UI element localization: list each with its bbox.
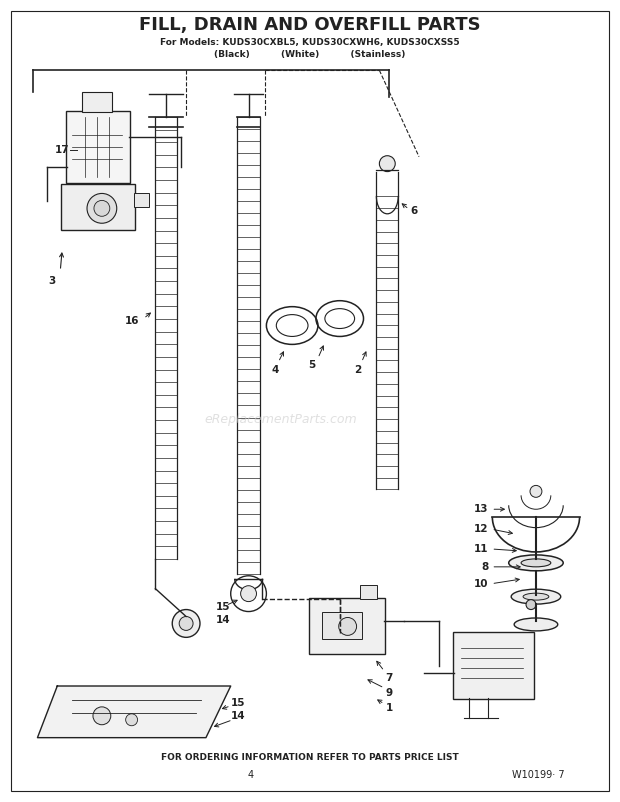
Text: 14: 14	[231, 711, 246, 721]
Circle shape	[179, 617, 193, 630]
Text: 4: 4	[272, 365, 279, 375]
Text: 3: 3	[49, 276, 56, 286]
Text: 6: 6	[410, 206, 418, 217]
FancyBboxPatch shape	[61, 184, 135, 230]
Circle shape	[526, 600, 536, 610]
Text: FILL, DRAIN AND OVERFILL PARTS: FILL, DRAIN AND OVERFILL PARTS	[139, 15, 481, 34]
Text: 17: 17	[55, 144, 69, 155]
Ellipse shape	[511, 589, 560, 604]
Circle shape	[379, 156, 395, 172]
Text: W10199· 7: W10199· 7	[512, 771, 564, 780]
Text: 12: 12	[474, 524, 489, 534]
Bar	[360, 585, 378, 598]
Text: 15: 15	[231, 698, 246, 708]
FancyBboxPatch shape	[66, 111, 130, 183]
Circle shape	[172, 610, 200, 638]
Circle shape	[126, 714, 138, 726]
Polygon shape	[37, 686, 231, 738]
Text: 2: 2	[354, 365, 361, 375]
Circle shape	[241, 585, 257, 602]
Text: 7: 7	[386, 673, 393, 683]
Text: 4: 4	[247, 771, 254, 780]
Text: 5: 5	[308, 360, 316, 371]
Text: 11: 11	[474, 544, 489, 554]
Text: (Black)          (White)          (Stainless): (Black) (White) (Stainless)	[215, 50, 405, 59]
Text: 14: 14	[216, 615, 231, 626]
FancyBboxPatch shape	[453, 633, 534, 699]
FancyBboxPatch shape	[309, 597, 385, 654]
Text: FOR ORDERING INFORMATION REFER TO PARTS PRICE LIST: FOR ORDERING INFORMATION REFER TO PARTS …	[161, 753, 459, 762]
Ellipse shape	[521, 559, 551, 567]
Text: 13: 13	[474, 504, 489, 514]
Bar	[322, 612, 361, 639]
FancyBboxPatch shape	[133, 193, 149, 208]
Circle shape	[530, 485, 542, 497]
Circle shape	[94, 200, 110, 217]
Ellipse shape	[523, 593, 549, 600]
Circle shape	[339, 618, 356, 635]
Circle shape	[93, 707, 111, 725]
Text: 15: 15	[216, 602, 231, 612]
Ellipse shape	[514, 618, 558, 631]
Bar	[82, 92, 112, 112]
Text: 1: 1	[386, 703, 393, 713]
Ellipse shape	[508, 555, 563, 571]
Text: 8: 8	[481, 562, 489, 572]
Text: 16: 16	[125, 315, 139, 326]
Text: eReplacementParts.com: eReplacementParts.com	[204, 413, 356, 427]
Text: For Models: KUDS30CXBL5, KUDS30CXWH6, KUDS30CXSS5: For Models: KUDS30CXBL5, KUDS30CXWH6, KU…	[160, 38, 460, 47]
Circle shape	[87, 193, 117, 223]
Text: 10: 10	[474, 579, 489, 589]
Text: 9: 9	[386, 688, 393, 698]
